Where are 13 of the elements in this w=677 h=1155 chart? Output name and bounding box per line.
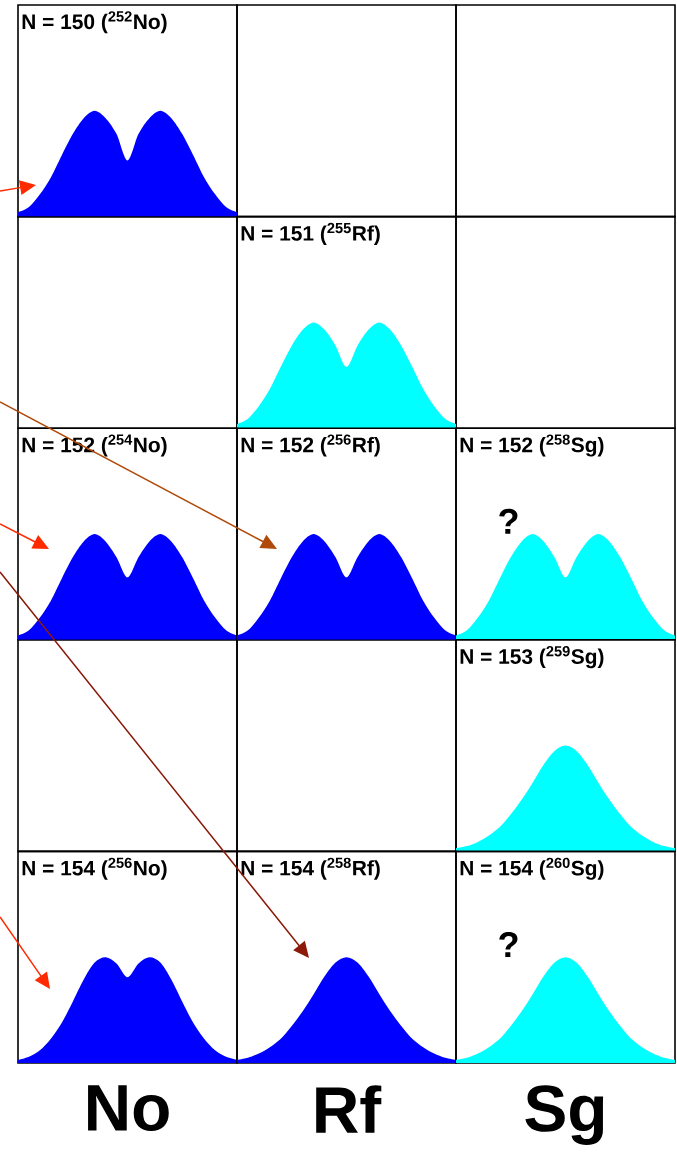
x-axis-title: Rf	[316, 1085, 382, 1133]
chart-title: N = 152 ($^{258}$Sg)	[460, 434, 604, 457]
chart-title: N = 151 ($^{255}$Rf)	[241, 222, 380, 245]
chart-title: N = 150 ($^{252}$No)	[22, 11, 167, 34]
x-axis-title: No	[88, 1085, 169, 1132]
chart-title: N = 154 ($^{256}$No)	[22, 857, 167, 880]
text: ?	[499, 508, 518, 534]
chart-title: N = 152 ($^{256}$Rf)	[241, 434, 380, 457]
x-axis-title: Sg	[525, 1085, 604, 1146]
chart-title: N = 154 ($^{258}$Rf)	[241, 857, 380, 880]
text: ?	[499, 931, 518, 958]
chart-title: N = 154 ($^{260}$Sg)	[460, 857, 604, 880]
chart-title: N = 153 ($^{259}$Sg)	[460, 646, 604, 669]
